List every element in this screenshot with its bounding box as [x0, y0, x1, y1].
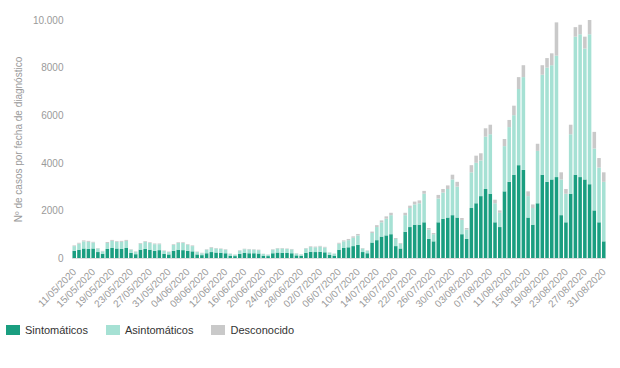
svg-text:02/07/2020: 02/07/2020 — [281, 266, 325, 310]
svg-text:19/05/2020: 19/05/2020 — [73, 266, 117, 310]
svg-text:18/07/2020: 18/07/2020 — [356, 266, 400, 310]
svg-text:07/08/2020: 07/08/2020 — [451, 266, 495, 310]
svg-text:10.000: 10.000 — [33, 15, 64, 26]
svg-text:26/07/2020: 26/07/2020 — [394, 266, 438, 310]
svg-text:22/07/2020: 22/07/2020 — [375, 266, 419, 310]
svg-text:23/08/2020: 23/08/2020 — [526, 266, 571, 310]
svg-text:4000: 4000 — [41, 158, 64, 169]
svg-text:04/06/2020: 04/06/2020 — [148, 266, 192, 310]
svg-text:12/06/2020: 12/06/2020 — [186, 266, 230, 310]
svg-text:28/06/2020: 28/06/2020 — [262, 266, 306, 310]
svg-text:08/06/2020: 08/06/2020 — [167, 266, 211, 310]
svg-text:03/08/2020: 03/08/2020 — [432, 266, 476, 310]
svg-text:14/07/2020: 14/07/2020 — [337, 266, 381, 310]
html-text:Asintomáticos: Asintomáticos — [125, 324, 194, 336]
svg-text:27/05/2020: 27/05/2020 — [110, 266, 155, 310]
svg-text:24/06/2020: 24/06/2020 — [243, 266, 287, 310]
svg-text:6000: 6000 — [41, 110, 64, 121]
svg-text:15/08/2020: 15/08/2020 — [489, 266, 533, 310]
svg-text:11/08/2020: 11/08/2020 — [470, 266, 514, 309]
html-text:Sintomáticos: Sintomáticos — [25, 324, 88, 336]
svg-text:8000: 8000 — [41, 62, 64, 73]
svg-text:2000: 2000 — [41, 205, 64, 216]
svg-text:0: 0 — [58, 253, 64, 264]
svg-text:31/05/2020: 31/05/2020 — [129, 266, 173, 310]
svg-text:31/08/2020: 31/08/2020 — [565, 266, 608, 309]
svg-text:15/05/2020: 15/05/2020 — [54, 266, 98, 310]
svg-text:11/05/2020: 11/05/2020 — [35, 266, 79, 309]
svg-text:06/07/2020: 06/07/2020 — [300, 266, 344, 310]
svg-text:Nº de casos por fecha de diagn: Nº de casos por fecha de diagnóstico — [13, 56, 24, 222]
svg-text:19/08/2020: 19/08/2020 — [508, 266, 552, 310]
svg-text:30/07/2020: 30/07/2020 — [413, 266, 457, 310]
svg-text:10/07/2020: 10/07/2020 — [318, 266, 363, 310]
svg-text:20/06/2020: 20/06/2020 — [224, 266, 268, 310]
svg-text:23/05/2020: 23/05/2020 — [92, 266, 136, 310]
html-text:Desconocido: Desconocido — [230, 324, 295, 336]
svg-text:27/08/2020: 27/08/2020 — [545, 266, 589, 310]
svg-text:16/06/2020: 16/06/2020 — [205, 266, 249, 310]
